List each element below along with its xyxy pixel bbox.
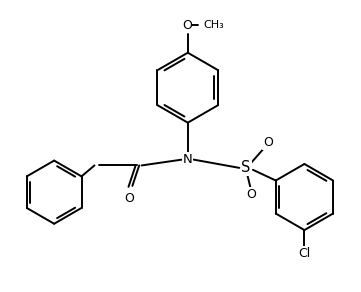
Text: CH₃: CH₃ bbox=[204, 20, 225, 30]
Text: S: S bbox=[242, 160, 251, 175]
Text: O: O bbox=[182, 19, 192, 32]
Text: N: N bbox=[183, 153, 193, 166]
Text: O: O bbox=[125, 192, 134, 206]
Text: O: O bbox=[246, 188, 256, 201]
Text: O: O bbox=[263, 136, 273, 149]
Text: Cl: Cl bbox=[298, 247, 310, 260]
